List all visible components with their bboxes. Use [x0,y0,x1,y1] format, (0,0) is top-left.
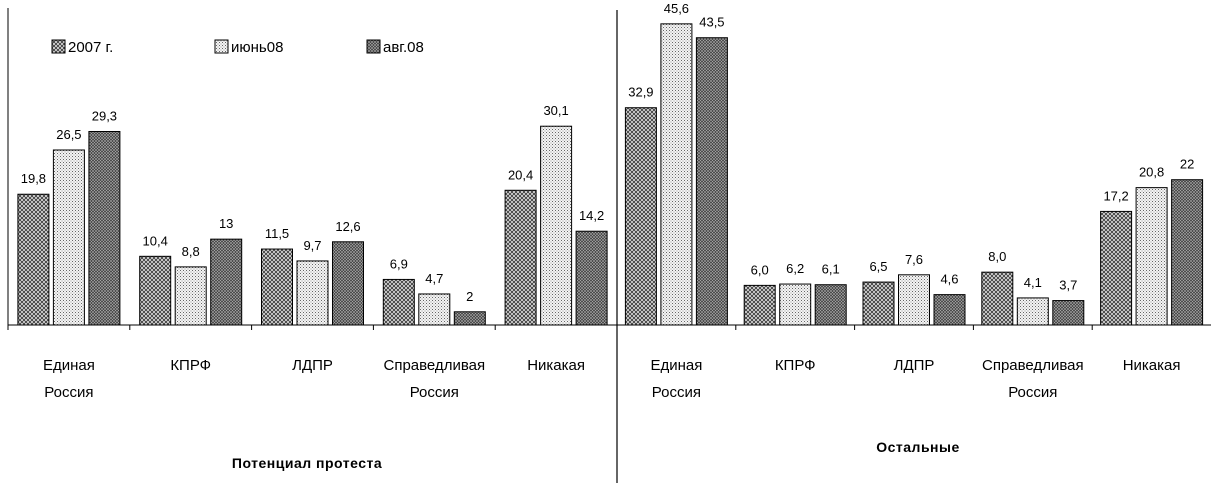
bar-1-3-1 [1016,297,1049,326]
legend-label: июнь08 [231,39,283,56]
bar-1-2-2 [933,294,966,326]
category-label: Никакая [527,357,585,374]
bar-0-3-2 [453,311,486,326]
data-label: 3,7 [1059,278,1077,293]
bar-1-4-0 [1100,210,1133,326]
data-label: 10,4 [143,233,168,248]
bar-0-4-0 [504,189,537,326]
axes-layer [7,8,1211,483]
bar-0-2-1 [296,260,329,326]
data-label: 6,9 [390,256,408,271]
bar-1-3-2 [1052,300,1085,326]
bar-1-2-1 [898,274,930,326]
bar-0-4-2 [575,230,608,326]
data-label: 45,6 [664,1,689,16]
category-label: ЛДПР [894,357,935,374]
bar-0-0-2 [88,130,121,326]
bar-0-1-1 [174,266,207,326]
bar-1-0-0 [624,107,657,326]
data-label: 20,8 [1139,165,1164,180]
category-label: Никакая [1123,357,1181,374]
category-label: КПРФ [170,357,211,374]
category-label: Единая [43,357,95,374]
bars-layer [17,23,1204,326]
data-label: 26,5 [56,127,81,142]
legend-label: 2007 г. [68,39,113,56]
bar-1-1-0 [743,284,776,326]
bar-0-3-1 [418,293,451,326]
bar-0-3-0 [382,278,415,326]
group-label: Потенциал протеста [232,455,382,471]
data-label: 13 [219,216,233,231]
data-label: 6,1 [822,262,840,277]
data-label: 11,5 [265,226,289,241]
bar-0-2-0 [261,248,293,326]
data-label: 6,5 [869,259,887,274]
data-label: 29,3 [92,108,117,123]
data-label: 43,5 [699,15,724,30]
data-label: 32,9 [628,85,653,100]
data-label: 6,2 [786,261,804,276]
bar-0-0-1 [52,149,85,326]
bar-0-4-1 [540,125,573,326]
data-label: 4,6 [940,272,958,287]
bar-1-3-0 [981,271,1014,326]
data-label: 17,2 [1103,188,1128,203]
data-label: 4,7 [425,271,443,286]
data-label: 2 [466,289,473,304]
bar-1-1-1 [779,283,812,326]
legend-label: авг.08 [383,39,424,56]
bar-0-0-0 [17,193,50,326]
bar-1-2-0 [862,281,895,326]
data-label: 4,1 [1024,275,1042,290]
category-label: Россия [44,384,93,401]
category-label: Единая [650,357,702,374]
data-label: 7,6 [905,252,923,267]
bar-1-0-2 [695,37,728,326]
bar-0-1-0 [139,255,172,326]
data-label: 14,2 [579,208,604,223]
group-label: Остальные [876,439,960,455]
legend-swatch [214,39,229,54]
bar-1-1-2 [814,284,847,326]
data-label: 22 [1180,157,1194,172]
data-label: 20,4 [508,167,533,182]
legend-swatch [366,39,381,54]
bar-1-4-2 [1171,179,1204,326]
data-label: 30,1 [543,103,568,118]
data-label: 12,6 [335,219,360,234]
category-label: КПРФ [775,357,816,374]
category-label: Справедливая [982,357,1084,374]
labels-layer: 19,826,529,3ЕдинаяРоссия10,48,813КПРФ11,… [21,1,1195,471]
bar-0-2-2 [332,241,364,326]
category-label: ЛДПР [292,357,333,374]
bar-0-1-2 [210,238,243,326]
data-label: 8,8 [182,244,200,259]
data-label: 8,0 [988,249,1006,264]
legend: 2007 г. июнь08 авг.08 [51,39,424,56]
category-label: Россия [652,384,701,401]
bar-1-4-1 [1135,187,1168,326]
category-label: Россия [410,384,459,401]
data-label: 6,0 [751,262,769,277]
bar-1-0-1 [660,23,693,326]
legend-swatch [51,39,66,54]
category-label: Россия [1008,384,1057,401]
data-label: 19,8 [21,171,46,186]
data-label: 9,7 [303,238,321,253]
category-label: Справедливая [383,357,485,374]
